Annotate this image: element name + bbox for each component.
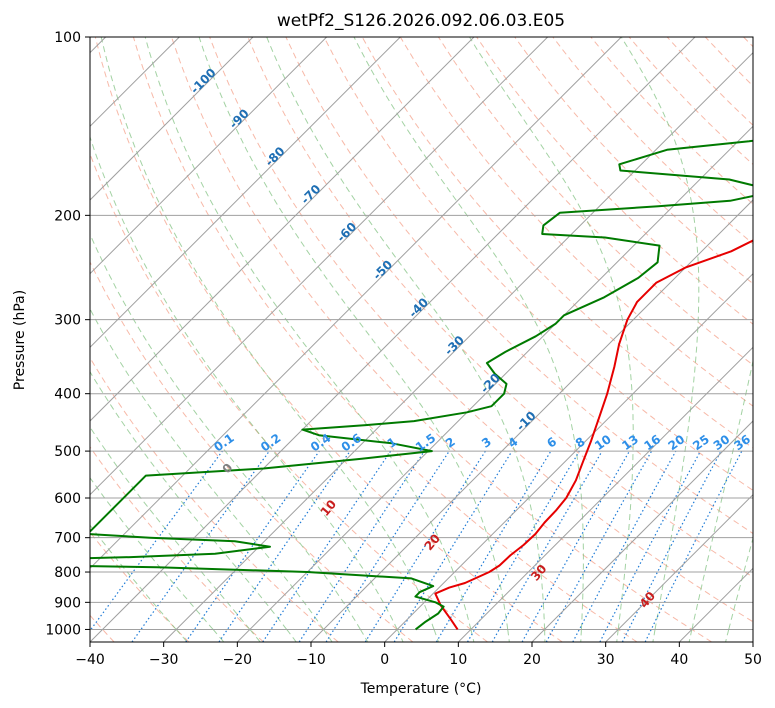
mixing-ratio-line [521,450,631,642]
dry-adiabat-line [132,37,638,642]
dry-adiabat-line [171,37,712,642]
moist-adiabat-line [688,358,753,642]
dry-adiabat-line [476,37,753,325]
dry-adiabat-line [90,356,339,642]
dry-adiabat-line [323,37,753,491]
y-tick-label: 600 [54,491,81,507]
y-tick-label: 900 [54,595,81,611]
moist-adiabat-line [90,308,333,642]
mixing-ratio-line [644,450,743,642]
isotherm-line [531,420,753,642]
moist-adiabat-line [469,37,634,642]
mixing-ratio-line [572,450,677,642]
x-tick-label: −20 [223,652,253,668]
dry-adiabat-line [209,37,753,623]
dry-adiabat-line [90,446,264,642]
x-tick-label: 40 [670,652,688,668]
moist-adiabat-line [198,37,510,642]
grid-lines [90,37,753,642]
x-tick-label: 30 [597,652,615,668]
dry-adiabat-line [90,260,414,642]
axis-ticks: −40 −30 −20 −10 0 10 20 30 40 50 1000 900 800 700 600 5… [45,30,762,668]
x-tick-label: 50 [744,652,762,668]
dry-adiabat-line [514,37,753,285]
isotherm-line [605,493,753,642]
moist-adiabat-line [266,37,546,642]
moist-adiabat-line [90,476,225,642]
y-tick-label: 800 [54,565,81,581]
moist-adiabat-line [90,232,369,642]
isotherm-line [90,37,475,422]
isotherm-line [90,37,549,496]
dry-adiabat-line [247,37,753,578]
y-tick-label: 700 [54,531,81,547]
y-tick-label: 200 [54,208,81,224]
x-tick-label: −40 [75,652,105,668]
mixing-ratio-line [131,450,270,642]
isotherm-line [310,199,753,642]
moist-adiabat-line [90,370,297,642]
mixing-ratio-line [262,450,392,642]
isotherm-line [163,51,753,642]
x-tick-label: −10 [296,652,326,668]
isotherm-line [90,37,696,642]
isotherm-line [384,272,753,642]
moist-adiabat-line [90,524,188,642]
moist-adiabats [90,37,753,642]
x-tick-label: −30 [149,652,179,668]
x-tick-label: 20 [523,652,541,668]
y-tick-label: 300 [54,313,81,329]
mixing-ratio-line [218,450,351,642]
y-tick-label: 100 [54,30,81,46]
isotherm-line [90,37,401,349]
isotherm-line [90,37,254,201]
mixing-ratio-line [393,450,513,642]
mixing-ratio-line [325,450,450,642]
dewpoint-line [90,139,753,631]
moist-adiabat-line [620,37,700,642]
dry-adiabat-line [285,37,753,535]
moist-adiabat-line [353,37,584,642]
moist-adiabat-line [725,536,753,642]
y-axis-label: Pressure (hPa) [12,290,28,390]
x-axis-label: Temperature (°C) [360,681,482,697]
mixing-ratio-line [90,450,223,632]
y-tick-label: 1000 [45,622,81,638]
profile-lines [90,139,753,631]
isotherm-line [236,125,753,642]
isotherm-line [457,346,753,642]
dry-adiabat-line [94,37,563,642]
x-tick-label: 0 [380,652,389,668]
dry-adiabats [90,37,753,642]
moist-adiabat-line [144,37,475,642]
isotherm-line [90,37,622,570]
temperature-line [434,239,753,630]
mixing-ratio-line [545,450,653,642]
mixing-ratio-line [298,450,425,642]
mixing-ratio-line [185,450,320,642]
moist-adiabat-line [100,37,439,642]
y-tick-label: 500 [54,444,81,460]
y-tick-label: 400 [54,387,81,403]
moist-adiabat-line [90,135,404,642]
x-tick-label: 10 [449,652,467,668]
plot-frame [89,36,754,643]
moist-adiabat-line [90,426,261,642]
isotherm-line [90,37,328,275]
mixing-ratio-lines [90,450,743,642]
chart-title: wetPf2_S126.2026.092.06.03.E05 [277,11,565,31]
